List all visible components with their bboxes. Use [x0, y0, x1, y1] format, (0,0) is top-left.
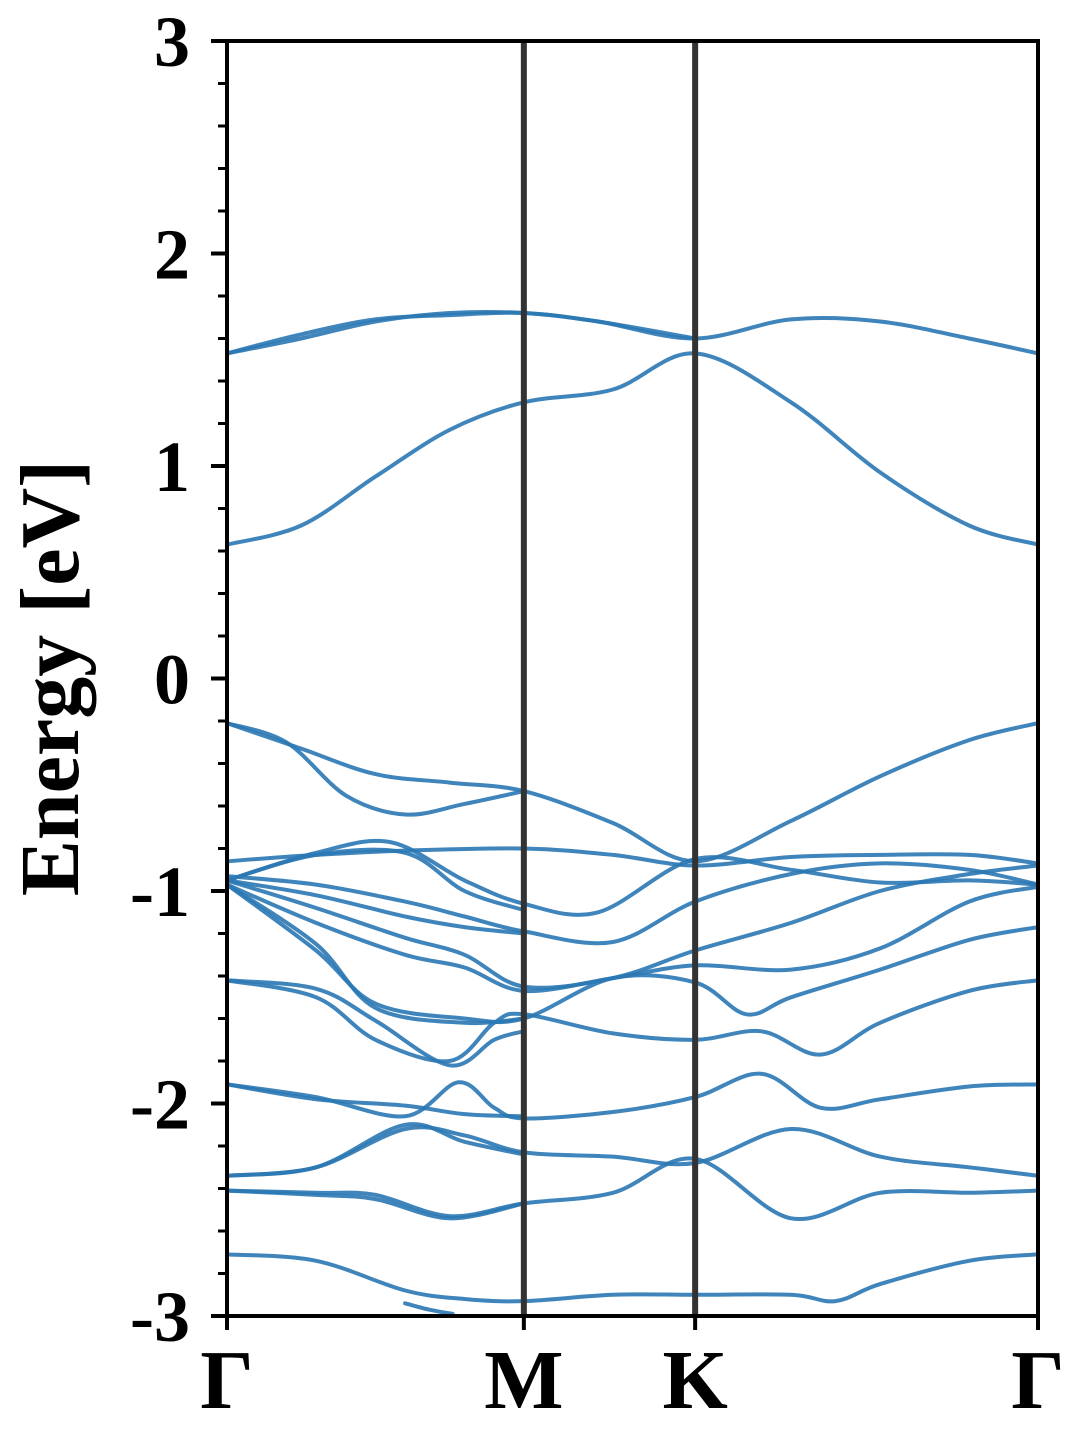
band-line-18 [227, 1125, 1038, 1178]
band-line-20 [227, 1156, 1038, 1222]
band-line-1 [227, 310, 698, 356]
band-line-14 [227, 978, 526, 1068]
band-line-2 [227, 351, 1038, 547]
band-line-23 [403, 1301, 455, 1316]
band-line-19 [227, 1122, 526, 1178]
band-line-22 [227, 1252, 1038, 1304]
y-tick-label-1: -2 [130, 1065, 190, 1145]
band-line-7 [227, 847, 526, 913]
band-line-12 [227, 882, 526, 1026]
kpoint-lines [520, 41, 699, 1316]
band-line-6 [227, 838, 1038, 917]
x-tick-label-2: K [662, 1334, 727, 1427]
band-line-21 [227, 1188, 526, 1221]
band-line-4 [227, 721, 526, 817]
y-tick-label-6: 3 [154, 2, 190, 82]
band-lines [227, 309, 1038, 1316]
band-line-8 [227, 861, 1038, 946]
band-line-0 [227, 309, 1038, 356]
y-ticks: -3 -2 -1 0 1 2 3 [130, 2, 227, 1357]
band-line-3 [227, 721, 1038, 864]
band-line-5 [227, 846, 1038, 868]
band-line-17 [227, 1082, 526, 1119]
x-tick-label-1: M [484, 1334, 563, 1427]
y-tick-label-5: 2 [154, 215, 190, 295]
band-line-15 [227, 978, 1038, 1064]
x-tick-label-3: Γ [1011, 1334, 1064, 1427]
y-tick-label-3: 0 [154, 640, 190, 720]
x-tick-label-0: Γ [200, 1334, 253, 1427]
band-line-16 [227, 1071, 1038, 1121]
band-line-10 [227, 863, 1038, 990]
band-line-13 [227, 882, 1038, 1025]
y-tick-label-2: -1 [130, 852, 190, 932]
plot-frame [225, 39, 1040, 1318]
y-tick-label-0: -3 [130, 1277, 190, 1357]
band-line-9 [227, 878, 526, 936]
y-tick-label-4: 1 [154, 427, 190, 507]
y-axis-title: Energy [eV] [4, 460, 97, 896]
